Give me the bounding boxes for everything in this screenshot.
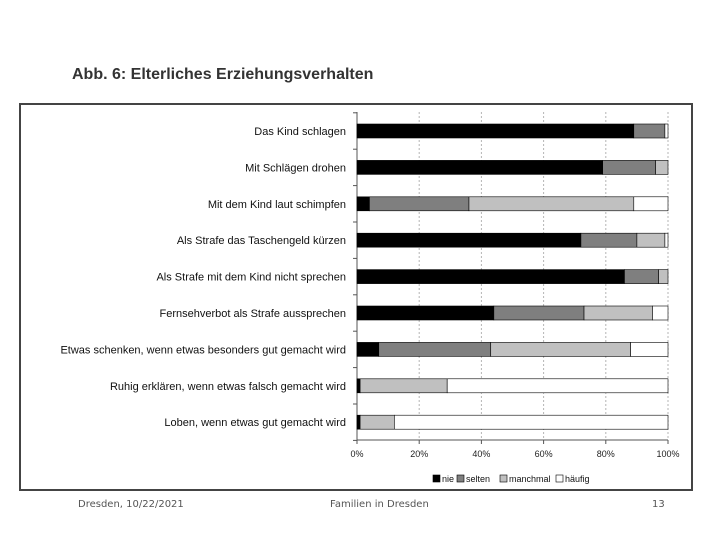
bar-segment-manchmal <box>655 160 669 175</box>
x-tick-label: 80% <box>597 449 615 459</box>
x-tick-label: 60% <box>535 449 553 459</box>
bar-segment-nie <box>356 160 603 175</box>
bar-segment-nie <box>356 305 495 321</box>
bar-segment-manchmal <box>658 269 669 284</box>
x-tick-label: 100% <box>656 449 679 459</box>
bar-segment-manchmal <box>636 232 666 248</box>
slide-title: Abb. 6: Elterliches Erziehungsverhalten <box>72 66 374 83</box>
x-tick-label: 0% <box>350 449 363 459</box>
footer-page-number: 13 <box>652 499 665 510</box>
bar-segment-häufig <box>633 196 669 212</box>
bar-segment-manchmal <box>583 305 653 321</box>
legend-swatch-manchmal <box>499 474 508 483</box>
bar-segment-selten <box>602 160 656 175</box>
bar-segment-häufig <box>446 378 669 394</box>
bar-segment-manchmal <box>359 378 448 394</box>
bar-segment-manchmal <box>359 414 395 430</box>
category-label: Etwas schenken, wenn etwas besonders gut… <box>60 344 346 356</box>
legend-label: manchmal <box>509 474 551 484</box>
bar-segment-nie <box>356 378 361 394</box>
bar-segment-manchmal <box>468 196 635 212</box>
bar-segment-nie <box>356 414 361 430</box>
bar-segment-häufig <box>630 342 669 357</box>
x-tick-label: 20% <box>410 449 428 459</box>
x-tick-label: 40% <box>472 449 490 459</box>
footer-title: Familien in Dresden <box>330 499 429 510</box>
bar-segment-selten <box>369 196 470 212</box>
legend-swatch-nie <box>432 474 441 483</box>
bar-segment-selten <box>493 305 585 321</box>
bar-segment-selten <box>580 232 638 248</box>
legend-label: nie <box>442 474 454 484</box>
bar-segment-nie <box>356 232 582 248</box>
category-label: Loben, wenn etwas gut gemacht wird <box>164 417 346 429</box>
bar-segment-nie <box>356 196 370 212</box>
legend-label: selten <box>466 474 490 484</box>
legend-swatch-häufig <box>555 474 564 483</box>
bar-segment-manchmal <box>490 342 631 357</box>
bar-segment-häufig <box>664 123 669 139</box>
category-label: Das Kind schlagen <box>254 126 346 138</box>
category-label: Ruhig erklären, wenn etwas falsch gemach… <box>110 381 346 393</box>
category-label: Fernsehverbot als Strafe aussprechen <box>160 308 347 320</box>
bar-segment-häufig <box>394 414 669 430</box>
bar-segment-nie <box>356 123 635 139</box>
category-label: Als Strafe mit dem Kind nicht sprechen <box>156 272 346 284</box>
bar-segment-selten <box>624 269 659 284</box>
legend-swatch-selten <box>456 474 465 483</box>
bar-segment-selten <box>633 123 666 139</box>
footer-date: Dresden, 10/22/2021 <box>78 499 184 510</box>
bar-segment-häufig <box>652 305 669 321</box>
legend-label: häufig <box>565 474 590 484</box>
category-label: Mit Schlägen drohen <box>245 162 346 174</box>
bar-segment-selten <box>378 342 492 357</box>
bar-segment-nie <box>356 342 380 357</box>
bar-segment-nie <box>356 269 625 284</box>
bar-segment-häufig <box>664 232 669 248</box>
category-label: Als Strafe das Taschengeld kürzen <box>177 235 346 247</box>
category-label: Mit dem Kind laut schimpfen <box>208 199 346 211</box>
